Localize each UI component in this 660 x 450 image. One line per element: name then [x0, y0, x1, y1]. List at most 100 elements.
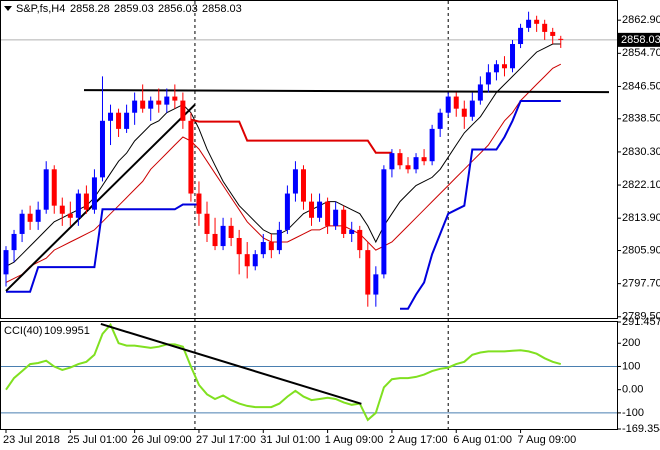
candle-body — [349, 229, 355, 234]
header-value: 2858.28 — [70, 3, 110, 15]
candle-body — [172, 96, 178, 101]
candle-body — [389, 153, 395, 170]
trendline — [5, 103, 196, 292]
candle-body — [188, 120, 194, 194]
candle-body — [148, 100, 154, 109]
candle-body — [19, 213, 25, 234]
x-tick-label: 25 Jul 01:00 — [67, 434, 127, 446]
candle-body — [91, 177, 97, 210]
x-tick-label: 23 Jul 2018 — [3, 434, 60, 446]
x-tick-label: 27 Jul 17:00 — [196, 434, 256, 446]
candle-body — [132, 100, 138, 113]
candle-body — [212, 233, 218, 247]
candle-body — [397, 153, 403, 166]
current-price-label: 2858.03 — [621, 34, 660, 46]
y-tick-label: 2846.50 — [622, 80, 660, 92]
x-tick-label: 31 Jul 01:00 — [260, 434, 320, 446]
x-tick-label: 6 Aug 01:00 — [453, 434, 512, 446]
candle-body — [365, 250, 371, 295]
main-panel-border — [0, 0, 618, 319]
y-tick-label: 2838.50 — [622, 113, 660, 125]
candle-body — [27, 213, 33, 222]
candle-body — [341, 209, 347, 234]
candle-body — [429, 128, 435, 162]
candle-body — [11, 233, 17, 251]
candle-body — [357, 229, 363, 251]
candle-body — [421, 157, 427, 162]
candle-body — [309, 201, 315, 218]
candle-body — [325, 201, 331, 226]
candle-body — [204, 213, 210, 234]
candle-body — [276, 229, 282, 251]
trendline — [100, 323, 362, 405]
candle-body — [75, 193, 81, 218]
candle-body — [381, 169, 387, 275]
indicator-line — [190, 118, 392, 154]
candle-body — [108, 112, 114, 121]
cci-panel-border — [0, 321, 618, 430]
y-tick-label: 2822.10 — [622, 179, 660, 191]
header-value: 2858.03 — [202, 3, 242, 15]
candle-body — [501, 64, 507, 69]
header-value: 2859.03 — [114, 3, 154, 15]
symbol-label: S&P,fs,H4 — [16, 3, 65, 15]
candle-body — [485, 72, 491, 85]
candle-body — [550, 31, 556, 36]
cci-label: CCI(40) — [4, 325, 43, 337]
candle-body — [493, 64, 499, 73]
trendline — [83, 89, 610, 94]
candle-body — [268, 242, 274, 251]
current-price-box — [618, 32, 660, 47]
candle-body — [333, 209, 339, 226]
x-tick-label: 1 Aug 09:00 — [325, 434, 384, 446]
candle-body — [469, 100, 475, 117]
y-tick-label: 200 — [622, 337, 640, 349]
candle-body — [220, 225, 226, 247]
candle-body — [542, 23, 548, 32]
candle-body — [453, 96, 459, 109]
indicator-line — [5, 43, 561, 267]
candle-body — [164, 96, 170, 105]
candle-body — [510, 44, 516, 69]
candle-body — [405, 165, 411, 170]
indicator-line — [5, 63, 562, 283]
candle-body — [260, 242, 266, 255]
y-tick-label: 2854.70 — [622, 47, 660, 59]
candle-body — [124, 112, 130, 129]
candle-body — [477, 84, 483, 101]
y-tick-label: -169.3548 — [622, 423, 660, 435]
x-tick-label: 7 Aug 09:00 — [518, 434, 577, 446]
cci-line — [5, 322, 562, 422]
candle-body — [43, 169, 49, 210]
candle-body — [413, 157, 419, 170]
y-tick-label: 2797.70 — [622, 278, 660, 290]
candle-body — [292, 169, 298, 194]
candle-body — [373, 274, 379, 295]
candle-body — [300, 169, 306, 202]
menu-triangle[interactable] — [4, 6, 12, 11]
y-tick-label: -100 — [622, 407, 644, 419]
candle-body — [59, 205, 65, 214]
candle-body — [228, 225, 234, 238]
candle-body — [244, 254, 250, 267]
candle-body — [83, 193, 89, 210]
y-tick-label: 2830.30 — [622, 146, 660, 158]
header-value: 2856.03 — [158, 3, 198, 15]
candle-body — [116, 112, 122, 129]
x-tick-label: 26 Jul 09:00 — [132, 434, 192, 446]
candle-body — [35, 209, 41, 222]
y-tick-label: 100 — [622, 360, 640, 372]
candle-body — [99, 120, 105, 178]
candle-body — [534, 19, 540, 24]
candle-body — [461, 108, 467, 117]
candle-body — [196, 193, 202, 214]
y-tick-label: 2789.50 — [622, 311, 660, 323]
candle-body — [252, 254, 258, 267]
candle-body — [236, 237, 242, 255]
candle-body — [180, 100, 186, 121]
y-tick-label: 0.00 — [622, 384, 643, 396]
candle-body — [140, 100, 146, 109]
candle-body — [156, 100, 162, 105]
indicator-line — [6, 203, 199, 293]
candle-body — [518, 27, 524, 45]
